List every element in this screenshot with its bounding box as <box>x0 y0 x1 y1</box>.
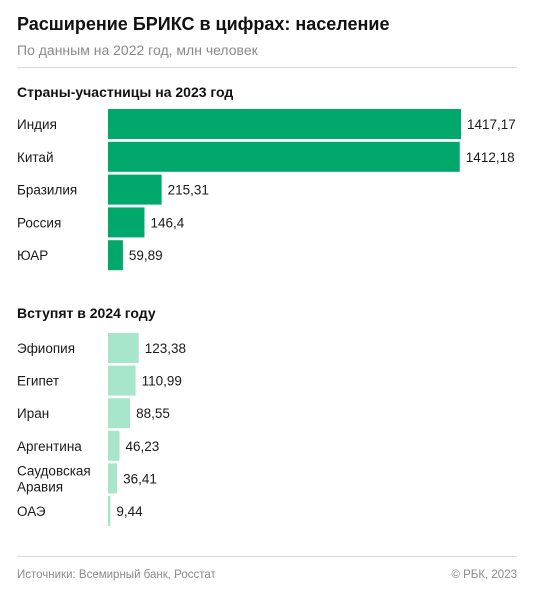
bar-joining-4 <box>108 463 118 494</box>
bar-joining-2 <box>108 398 131 429</box>
section-title-joining: Вступят в 2024 году <box>17 305 156 321</box>
category-label: ЮАР <box>17 248 48 263</box>
value-label: 1417,17 <box>467 117 516 132</box>
bar-members-0 <box>108 109 461 139</box>
value-label: 215,31 <box>168 183 209 198</box>
bar-joining-0 <box>108 333 139 363</box>
value-label: 59,89 <box>129 248 163 263</box>
category-label: Аргентина <box>17 439 82 454</box>
value-label: 123,38 <box>145 341 186 356</box>
category-label: Эфиопия <box>17 341 75 356</box>
value-label: 146,4 <box>151 215 185 230</box>
category-label: Китай <box>17 150 54 165</box>
value-label: 110,99 <box>142 374 182 389</box>
bar-members-4 <box>108 240 123 271</box>
bottom-divider <box>17 556 517 557</box>
bar-joining-1 <box>108 365 136 396</box>
source-note: Источники: Всемирный банк, Росстат <box>17 569 216 581</box>
value-label: 36,41 <box>123 471 157 486</box>
category-label: Бразилия <box>17 183 77 198</box>
copyright: © РБК, 2023 <box>451 569 517 581</box>
bar-joining-3 <box>108 430 120 461</box>
section-title-members: Страны-участницы на 2023 год <box>17 84 234 100</box>
value-label: 9,44 <box>116 504 143 519</box>
top-divider <box>17 67 517 68</box>
category-label: Россия <box>17 215 61 230</box>
bar-members-3 <box>108 207 145 238</box>
value-label: 1412,18 <box>466 150 515 165</box>
value-label: 88,55 <box>136 406 170 421</box>
category-label: Индия <box>17 117 57 132</box>
bar-members-2 <box>108 174 162 205</box>
category-label: Египет <box>17 374 59 389</box>
category-label: Аравия <box>17 479 63 494</box>
chart-subtitle: По данным на 2022 год, млн человек <box>17 42 258 58</box>
value-label: 46,23 <box>126 439 160 454</box>
bar-members-1 <box>108 141 460 172</box>
bar-joining-5 <box>108 496 111 526</box>
category-label: Саудовская <box>17 463 91 478</box>
category-label: Иран <box>17 406 49 421</box>
category-label: ОАЭ <box>17 504 46 519</box>
chart-title: Расширение БРИКС в цифрах: население <box>17 14 390 34</box>
